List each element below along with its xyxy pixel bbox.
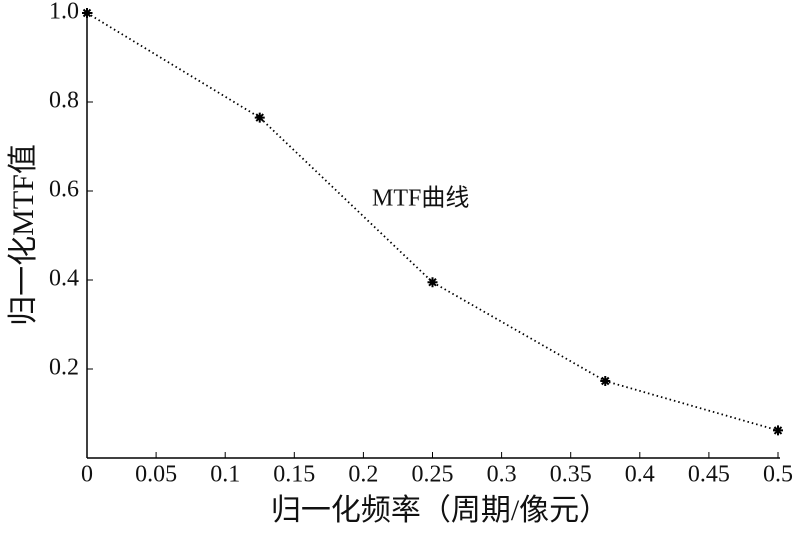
x-tick-label: 0.4 bbox=[625, 462, 655, 488]
y-tick-label: 0.6 bbox=[49, 177, 79, 203]
marker bbox=[82, 8, 92, 18]
x-axis-title: 归一化频率（周期/像元） bbox=[271, 494, 609, 527]
marker bbox=[427, 277, 438, 288]
x-tick-label: 0.3 bbox=[487, 462, 517, 488]
marker bbox=[600, 376, 611, 387]
x-tick-label: 0.1 bbox=[210, 462, 240, 488]
y-tick-label: 0.4 bbox=[49, 266, 79, 292]
x-tick-label: 0.05 bbox=[135, 462, 177, 488]
line bbox=[86, 12, 779, 432]
y-tick-label: 0.8 bbox=[49, 88, 79, 114]
marker bbox=[773, 425, 783, 436]
y-tick-label: 1.0 bbox=[49, 0, 79, 25]
y-axis-title: 归一化MTF值 bbox=[7, 144, 40, 326]
marker bbox=[254, 112, 265, 123]
x-tick-label: 0.45 bbox=[688, 462, 730, 488]
x-tick-label: 0.5 bbox=[763, 462, 793, 488]
x-tick-label: 0.15 bbox=[273, 462, 315, 488]
y-tick-label: 0.2 bbox=[49, 355, 79, 381]
x-tick-label: 0 bbox=[81, 462, 93, 488]
x-tick-label: 0.35 bbox=[550, 462, 592, 488]
x-tick-label: 0.25 bbox=[412, 462, 454, 488]
x-tick-label: 0.2 bbox=[348, 462, 378, 488]
annotation: MTF曲线 bbox=[372, 185, 469, 212]
